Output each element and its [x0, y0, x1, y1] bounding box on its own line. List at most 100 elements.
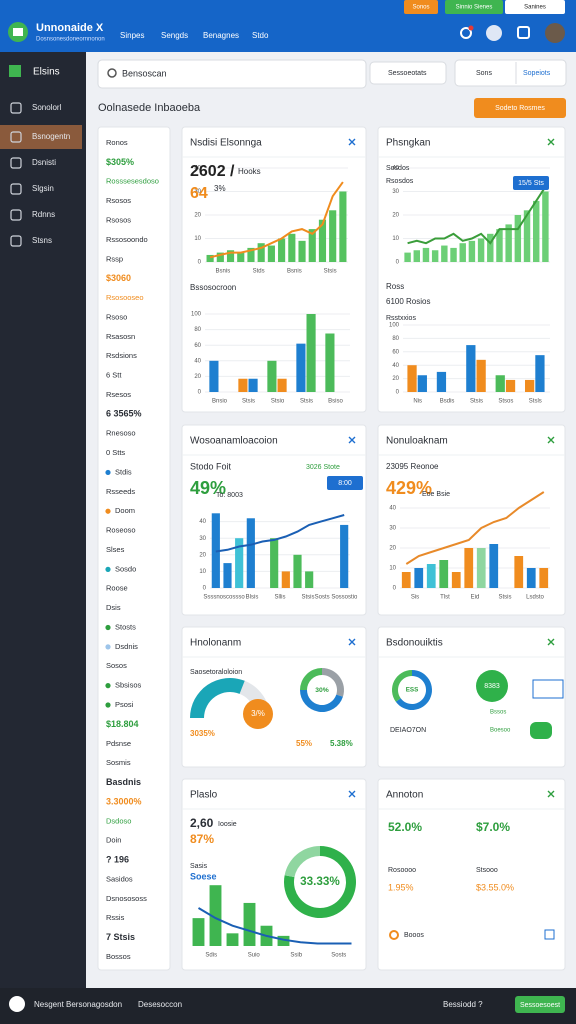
list-item: Sosmis — [106, 758, 131, 767]
bar — [441, 245, 448, 262]
bar — [246, 518, 255, 588]
panel-action[interactable] — [348, 436, 356, 444]
list-item: Rsdsions — [106, 351, 137, 360]
bar — [248, 378, 258, 392]
list-card — [97, 126, 171, 971]
filter-box[interactable] — [369, 61, 447, 85]
y-tick-label: 30 — [389, 526, 396, 532]
y-tick-label: 20 — [194, 374, 201, 380]
bar — [523, 210, 531, 262]
line — [197, 907, 352, 945]
bell-icon[interactable] — [460, 27, 472, 39]
bar — [340, 524, 349, 588]
bar — [277, 378, 287, 392]
y-tick-label: 20 — [389, 546, 396, 552]
panel-action[interactable] — [348, 790, 356, 798]
item-icon — [10, 209, 22, 221]
item-icon — [10, 102, 22, 114]
donut-label: ESS — [406, 687, 419, 694]
panel-action[interactable] — [348, 138, 356, 146]
sidebar-item[interactable]: Slgsin — [32, 184, 54, 193]
panel-text: DEIAO7ON — [390, 727, 426, 734]
list-item: 3.3000% — [106, 796, 142, 806]
bar — [413, 250, 420, 262]
gauge-value — [190, 678, 245, 718]
window-icon[interactable] — [517, 26, 530, 39]
user-avatar[interactable] — [545, 23, 565, 43]
bar — [439, 560, 449, 588]
panel-action[interactable] — [547, 638, 555, 646]
panel-text: 3035% — [190, 729, 215, 738]
panel-text: 1.95% — [388, 882, 414, 892]
avatar-icon[interactable] — [486, 25, 502, 41]
sidebar-item[interactable]: Sonolorl — [32, 103, 62, 112]
bar — [450, 247, 457, 262]
sidebar-item[interactable]: Bsnogentn — [32, 132, 70, 141]
panel-action[interactable] — [348, 638, 356, 646]
bar — [329, 210, 337, 262]
panel-text: 3/% — [251, 709, 265, 718]
view-box[interactable] — [454, 59, 567, 87]
view-action[interactable]: Sopeiots — [523, 70, 551, 77]
panel-text: Rsstxxios — [386, 315, 416, 322]
list-item: Ronos — [106, 138, 128, 147]
calendar-icon — [532, 679, 564, 699]
x-tick-label: Stsis — [324, 269, 337, 275]
sidebar-item[interactable]: Stsns — [32, 236, 52, 245]
footer-button[interactable] — [515, 996, 565, 1013]
y-tick-label: 60 — [194, 343, 201, 349]
list-item: Sosos — [106, 661, 127, 670]
primary-button-label: Sodeto Rosmes — [495, 105, 545, 112]
bar — [235, 538, 244, 588]
panel-action[interactable] — [547, 138, 555, 146]
donut-segment — [284, 846, 320, 878]
status-pill — [530, 722, 552, 739]
sidebar-item[interactable]: Dsnisti — [32, 158, 56, 167]
header-button[interactable] — [505, 0, 565, 14]
list-item: Pdsnse — [106, 739, 131, 748]
donut-segment — [300, 690, 343, 712]
panel-text: Bssos — [490, 710, 506, 716]
nav-link[interactable]: Stdo — [252, 31, 269, 40]
panel — [181, 626, 367, 768]
nav-link[interactable]: Sinpes — [120, 31, 144, 40]
list-item: 6 Stt — [106, 371, 122, 380]
bar — [308, 229, 316, 262]
y-tick-label: 80 — [194, 327, 201, 333]
list-item: Stdis — [115, 467, 132, 476]
nav-link[interactable]: Sengds — [161, 31, 188, 40]
panel-action[interactable] — [547, 436, 555, 444]
list-item: 7 Stsis — [106, 932, 135, 942]
y-tick-label: 30 — [392, 189, 399, 195]
bar — [226, 250, 235, 262]
bar — [451, 572, 461, 588]
bar — [318, 219, 327, 262]
y-tick-label: 0 — [198, 390, 202, 396]
bar — [487, 233, 494, 262]
header-button-label: Sinnio Sienes — [456, 5, 493, 11]
bar — [277, 935, 290, 946]
x-tick-label: Bsdis — [440, 399, 455, 405]
x-tick-label: Stsos — [498, 399, 513, 405]
search-box[interactable] — [97, 59, 367, 89]
x-tick-label: Sdis — [205, 953, 217, 959]
sidebar-item[interactable]: Rdnns — [32, 210, 55, 219]
list-item: Rsosos — [106, 196, 131, 205]
gauge-badge — [243, 699, 273, 729]
primary-button[interactable] — [474, 98, 566, 118]
bar — [209, 360, 219, 392]
nav-link[interactable]: Benagnes — [203, 31, 239, 40]
panel-title: Nonuloaknam — [386, 436, 448, 447]
panel-action[interactable] — [547, 790, 555, 798]
checkbox[interactable] — [544, 929, 555, 940]
panel-text: 49% — [190, 478, 226, 498]
panel-text: Rsosdos — [386, 178, 414, 185]
x-tick-label: Stsio — [271, 399, 285, 405]
y-tick-label: 30 — [194, 189, 201, 195]
donut-label: 30% — [315, 687, 329, 694]
header-button[interactable] — [445, 0, 503, 14]
bar — [238, 378, 248, 392]
x-tick-label: Stsls — [529, 399, 542, 405]
header-button[interactable] — [404, 0, 438, 14]
item-icon — [10, 183, 22, 195]
